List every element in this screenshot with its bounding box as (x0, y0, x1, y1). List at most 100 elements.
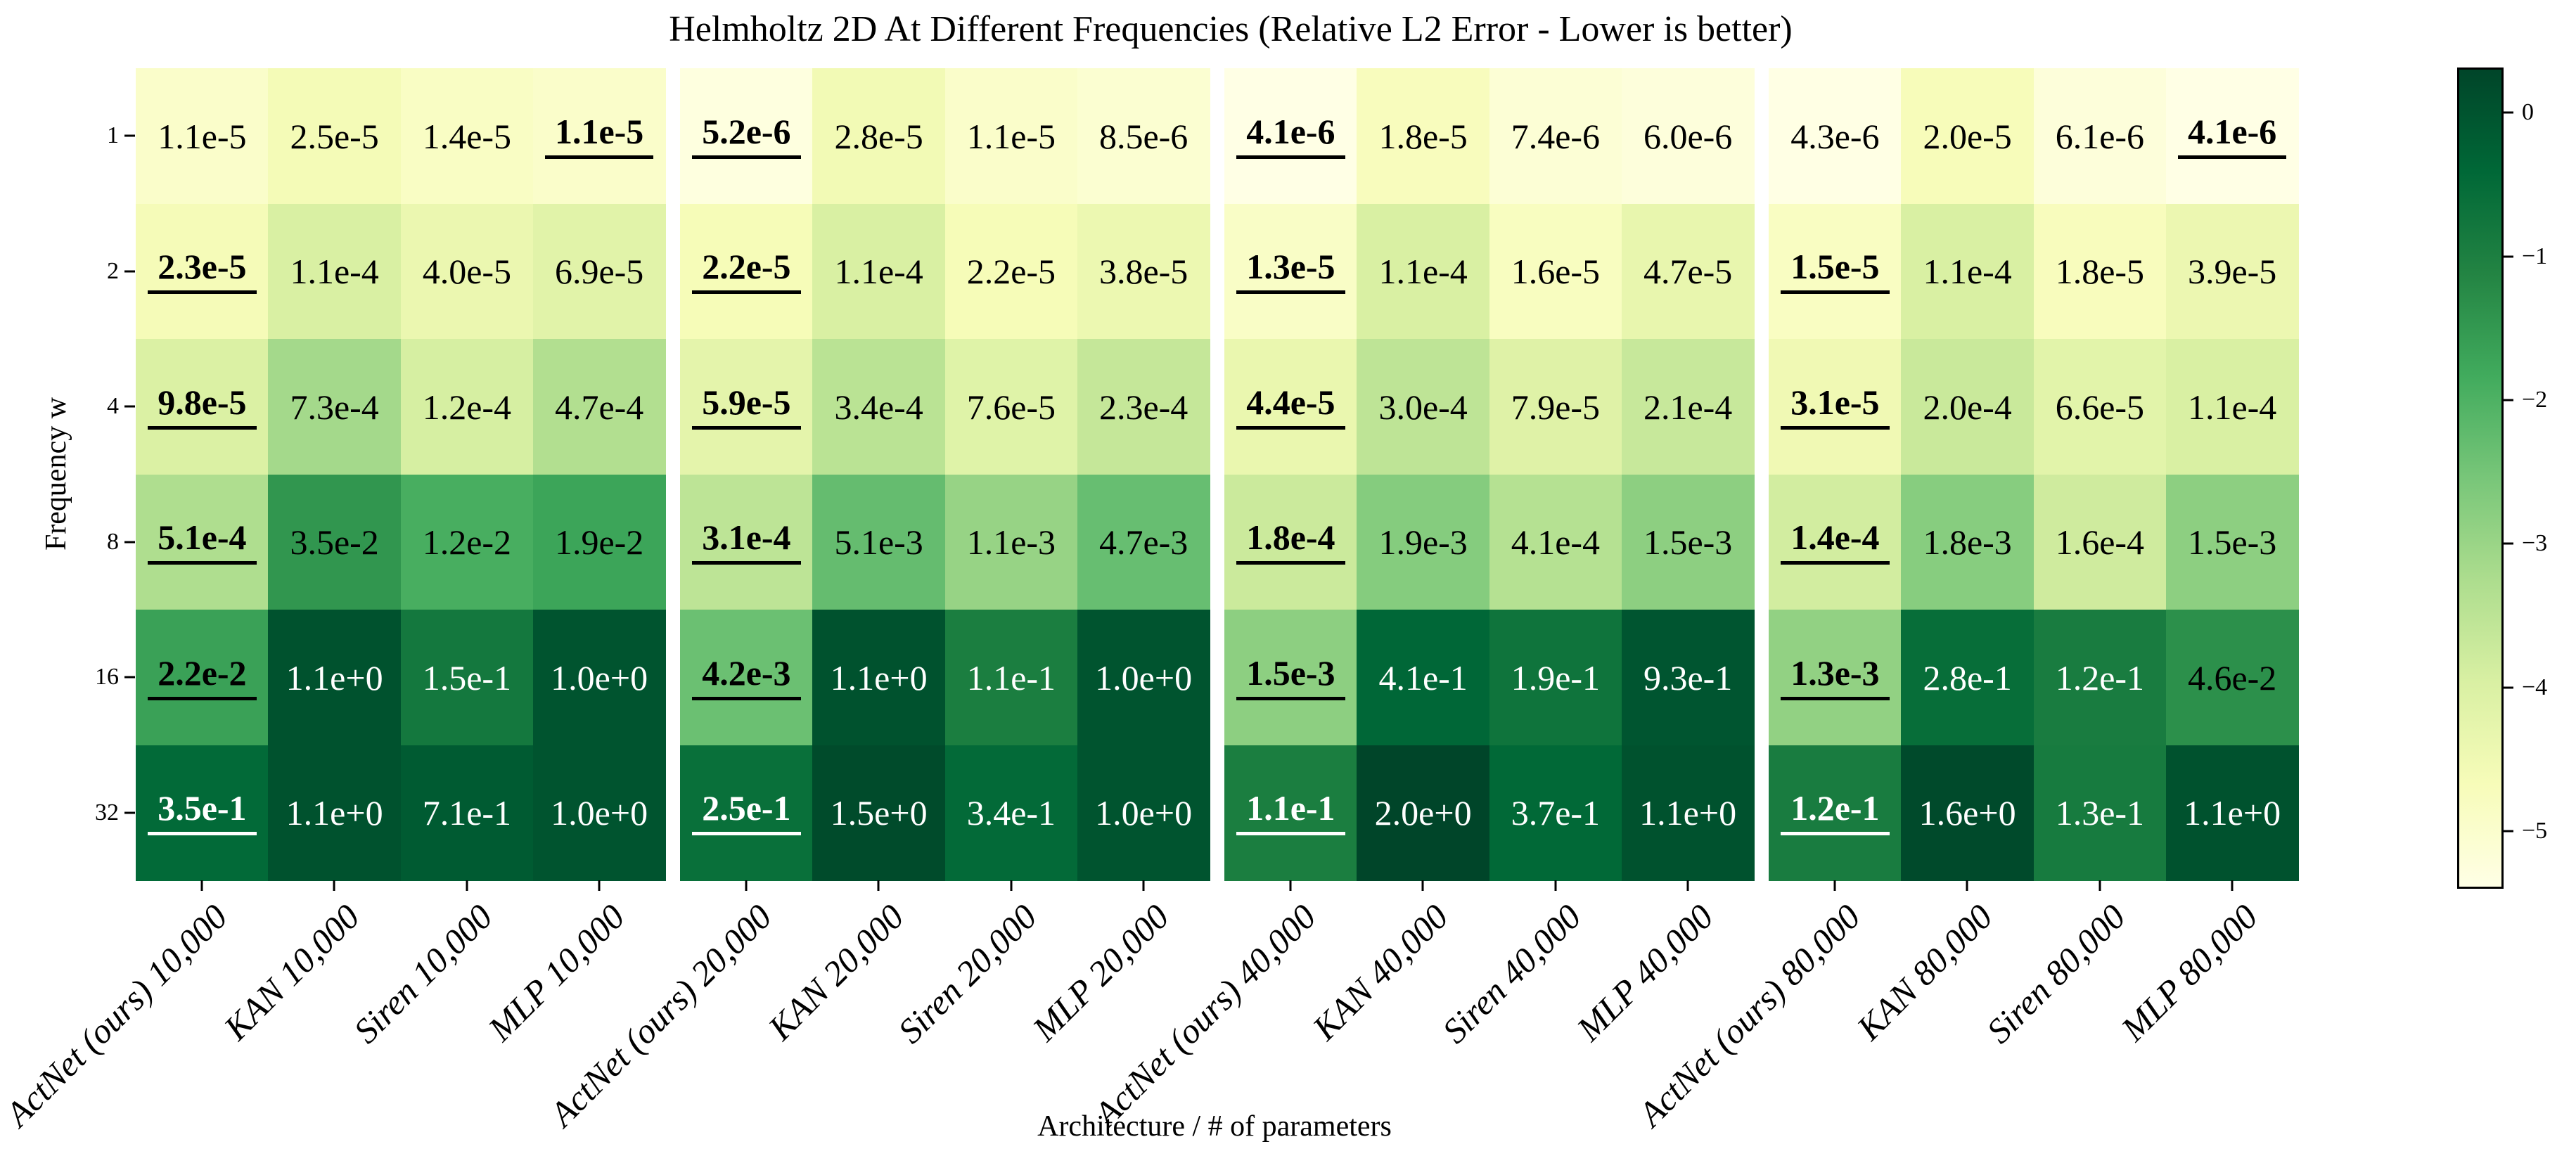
heatmap-cell: 1.1e-3 (944, 474, 1078, 610)
cell-value: 1.1e+0 (830, 657, 928, 698)
heatmap-cell: 3.9e-5 (2165, 203, 2299, 340)
cell-value: 1.1e-5 (544, 114, 654, 159)
cell-value: 1.9e-2 (554, 522, 644, 562)
y-tick-mark (124, 541, 135, 544)
x-tick-mark (1966, 880, 1968, 891)
heatmap-cell: 4.1e-6 (2165, 68, 2299, 204)
cell-value: 4.7e-3 (1098, 522, 1188, 562)
heatmap-cell: 3.0e-4 (1357, 339, 1489, 475)
cell-value: 5.1e-4 (148, 520, 257, 565)
colorbar-tick-label: −5 (2522, 817, 2548, 844)
heatmap-cell: 6.0e-6 (1621, 68, 1755, 204)
cell-value: 8.5e-6 (1098, 116, 1188, 156)
cell-value: 4.0e-5 (422, 252, 512, 291)
colorbar-tick-label: −2 (2522, 387, 2548, 413)
cell-value: 2.0e-4 (1923, 387, 2012, 427)
heatmap-cell: 1.4e-5 (400, 68, 534, 204)
heatmap-cell: 1.1e-1 (944, 610, 1078, 745)
cell-value: 4.3e-6 (1790, 116, 1880, 156)
cell-value: 1.1e-4 (834, 252, 923, 291)
cell-value: 7.3e-4 (290, 387, 379, 427)
heatmap-cell: 1.0e+0 (1077, 745, 1210, 881)
cell-value: 4.6e-2 (2187, 657, 2277, 698)
heatmap-cell: 2.5e-1 (680, 745, 813, 881)
heatmap-cell: 1.8e-5 (1357, 68, 1489, 204)
cell-value: 1.1e-1 (1236, 790, 1345, 835)
cell-value: 1.1e-4 (1378, 252, 1468, 291)
cell-value: 1.6e-4 (2055, 522, 2145, 562)
heatmap-cell: 4.7e-5 (1621, 203, 1755, 340)
heatmap-cell: 1.8e-3 (1901, 474, 2034, 610)
heatmap-cell: 1.3e-5 (1224, 203, 1357, 340)
heatmap-cell: 4.0e-5 (400, 203, 534, 340)
x-tick-mark (1554, 880, 1557, 891)
heatmap-cell: 1.6e-5 (1489, 203, 1622, 340)
heatmap-cell: 1.1e-4 (812, 203, 945, 340)
heatmap-cell: 4.7e-4 (532, 339, 666, 475)
cell-value: 1.5e-3 (1643, 522, 1733, 562)
cell-value: 1.2e-1 (1781, 790, 1890, 835)
cell-value: 2.2e-5 (966, 252, 1056, 291)
y-tick-label: 4 (107, 393, 119, 420)
heatmap-cell: 1.9e-2 (532, 474, 666, 610)
heatmap-cell: 3.1e-4 (680, 474, 813, 610)
x-tick-mark (466, 880, 468, 891)
x-tick-mark (1421, 880, 1424, 891)
colorbar-tick-mark (2503, 255, 2513, 258)
cell-value: 4.1e-4 (1511, 522, 1601, 562)
cell-value: 1.0e+0 (551, 793, 648, 833)
cell-value: 1.0e+0 (1095, 793, 1193, 833)
cell-value: 5.9e-5 (692, 385, 801, 430)
heatmap-cell: 1.0e+0 (532, 745, 666, 881)
cell-value: 3.4e-4 (834, 387, 923, 427)
cell-value: 4.1e-6 (1236, 114, 1345, 159)
heatmap-cell: 3.5e-2 (268, 474, 401, 610)
cell-value: 1.1e+0 (1639, 793, 1737, 833)
cell-value: 5.2e-6 (692, 114, 801, 159)
heatmap-cell: 7.9e-5 (1489, 339, 1622, 475)
heatmap-cell: 2.0e-5 (1901, 68, 2034, 204)
heatmap-cell: 8.5e-6 (1077, 68, 1210, 204)
cell-value: 1.6e+0 (1918, 793, 2016, 833)
heatmap-cell: 6.6e-5 (2033, 339, 2167, 475)
heatmap-cell: 4.7e-3 (1077, 474, 1210, 610)
colorbar-tick-mark (2503, 399, 2513, 401)
heatmap-cell: 1.5e-1 (400, 610, 534, 745)
x-tick-mark (745, 880, 748, 891)
cell-value: 4.2e-3 (692, 655, 801, 700)
cell-value: 1.3e-3 (1781, 655, 1890, 700)
heatmap-cell: 1.8e-5 (2033, 203, 2167, 340)
cell-value: 2.0e+0 (1374, 793, 1472, 833)
heatmap-cell: 1.0e+0 (1077, 610, 1210, 745)
cell-value: 1.5e-5 (1781, 249, 1890, 294)
x-axis-title: Architecture / # of parameters (1037, 1110, 1392, 1143)
heatmap-cell: 1.1e+0 (268, 745, 401, 881)
colorbar-tick-label: −3 (2522, 530, 2548, 557)
cell-value: 1.8e-5 (2055, 252, 2145, 291)
cell-value: 1.4e-4 (1781, 520, 1890, 565)
cell-value: 4.7e-5 (1643, 252, 1733, 291)
heatmap-cell: 2.1e-4 (1621, 339, 1755, 475)
cell-value: 2.5e-1 (692, 790, 801, 835)
cell-value: 4.1e-1 (1378, 657, 1468, 698)
x-tick-mark (877, 880, 880, 891)
heatmap-cell: 1.8e-4 (1224, 474, 1357, 610)
heatmap-cell: 1.9e-3 (1357, 474, 1489, 610)
cell-value: 1.9e-1 (1511, 657, 1601, 698)
colorbar-tick-label: 0 (2522, 99, 2534, 126)
heatmap-cell: 3.4e-1 (944, 745, 1078, 881)
heatmap-cell: 1.0e+0 (532, 610, 666, 745)
heatmap-cell: 1.2e-1 (2033, 610, 2167, 745)
y-axis-title: Frequency w (40, 397, 72, 551)
heatmap-cell: 3.1e-5 (1769, 339, 1902, 475)
cell-value: 1.2e-4 (422, 387, 512, 427)
heatmap-cell: 1.1e-4 (268, 203, 401, 340)
colorbar-tick-mark (2503, 830, 2513, 833)
heatmap-cell: 1.1e-1 (1224, 745, 1357, 881)
colorbar-tick-mark (2503, 686, 2513, 689)
y-tick-mark (124, 134, 135, 137)
cell-value: 1.9e-3 (1378, 522, 1468, 562)
cell-value: 3.1e-4 (692, 520, 801, 565)
cell-value: 1.1e-4 (1923, 252, 2012, 291)
heatmap-cell: 1.5e-5 (1769, 203, 1902, 340)
